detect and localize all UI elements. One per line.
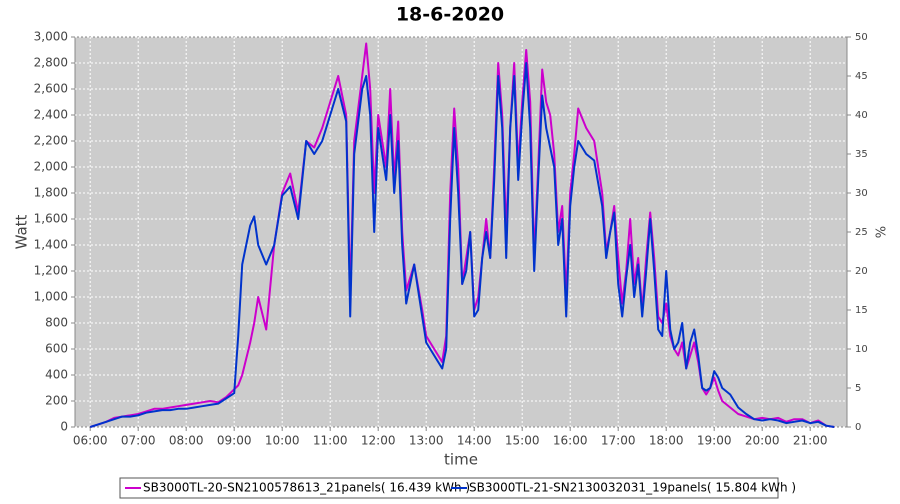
y2-tick-label: 45	[855, 71, 868, 82]
x-tick-label: 06:00	[73, 434, 108, 448]
y2-tick-label: 10	[855, 344, 868, 355]
x-tick-label: 16:00	[553, 434, 588, 448]
y2-tick-label: 20	[855, 266, 868, 277]
y-tick-label: 200	[45, 394, 68, 408]
y2-axis-label: %	[875, 226, 890, 238]
x-tick-label: 09:00	[217, 434, 252, 448]
y-tick-label: 3,000	[34, 30, 68, 44]
y2-tick-label: 40	[855, 110, 868, 121]
y2-tick-label: 30	[855, 188, 868, 199]
y2-tick-label: 5	[855, 383, 861, 394]
y2-tick-label: 25	[855, 227, 868, 238]
legend	[119, 477, 779, 499]
x-tick-label: 10:00	[265, 434, 300, 448]
y-tick-label: 1,600	[34, 212, 68, 226]
y2-tick-label: 35	[855, 149, 868, 160]
x-tick-label: 20:00	[745, 434, 780, 448]
x-tick-label: 13:00	[409, 434, 444, 448]
y-tick-label: 1,200	[34, 264, 68, 278]
x-tick-label: 11:00	[313, 434, 348, 448]
y-tick-label: 800	[45, 316, 68, 330]
y-tick-label: 1,000	[34, 290, 68, 304]
y-tick-label: 1,400	[34, 238, 68, 252]
y2-tick-label: 0	[855, 422, 861, 433]
y-tick-label: 0	[60, 420, 68, 434]
x-tick-label: 08:00	[169, 434, 204, 448]
x-tick-label: 07:00	[121, 434, 156, 448]
y-tick-label: 2,800	[34, 56, 68, 70]
y-tick-label: 2,200	[34, 134, 68, 148]
x-tick-label: 14:00	[457, 434, 492, 448]
x-tick-label: 17:00	[601, 434, 636, 448]
legend-label: SB3000TL-21-SN2130032031_19panels( 15.80…	[469, 481, 796, 495]
x-tick-label: 12:00	[361, 434, 396, 448]
y-tick-label: 600	[45, 342, 68, 356]
data-line	[89, 62, 835, 428]
y-tick-label: 2,000	[34, 160, 68, 174]
y-tick-label: 1,800	[34, 186, 68, 200]
y2-tick-label: 50	[855, 32, 868, 43]
chart-title: 18-6-2020	[396, 4, 504, 26]
legend-label: SB3000TL-20-SN2100578613_21panels( 16.43…	[143, 481, 470, 495]
x-tick-label: 19:00	[697, 434, 732, 448]
x-tick-label: 15:00	[505, 434, 540, 448]
y-axis-label: Watt	[13, 214, 31, 249]
y-tick-label: 2,600	[34, 82, 68, 96]
y-tick-label: 2,400	[34, 108, 68, 122]
y-tick-label: 400	[45, 368, 68, 382]
x-tick-label: 18:00	[649, 434, 684, 448]
y2-tick-label: 15	[855, 305, 868, 316]
x-axis-label: time	[444, 451, 478, 469]
x-tick-label: 21:00	[793, 434, 828, 448]
